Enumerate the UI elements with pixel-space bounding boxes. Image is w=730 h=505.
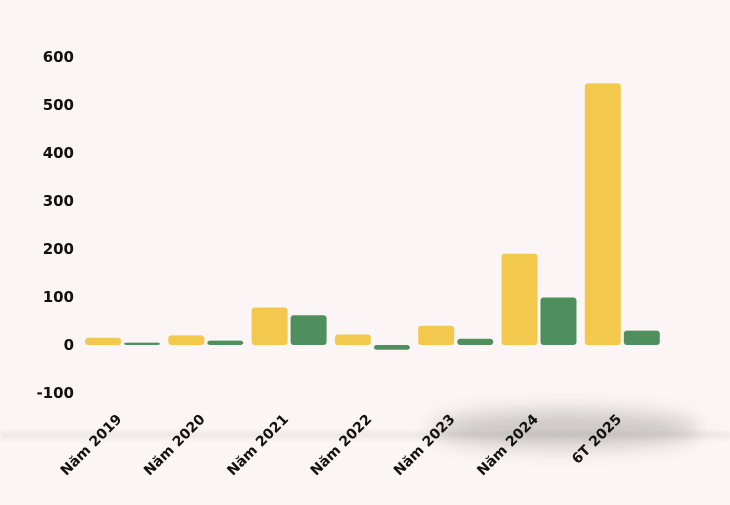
bar-secondary [124, 342, 160, 345]
bar-secondary [290, 315, 327, 345]
bar-primary [501, 253, 538, 345]
x-tick-label: 6T 2025 [569, 412, 625, 468]
bar-secondary [623, 330, 660, 345]
y-tick-label: -100 [36, 384, 74, 402]
y-tick-label: 100 [43, 288, 74, 306]
bar-secondary [540, 297, 577, 345]
bar-primary [334, 334, 371, 345]
bar-secondary [457, 338, 494, 345]
y-tick-label: 300 [43, 192, 74, 210]
y-tick-label: 200 [43, 240, 74, 258]
x-tick-label: Năm 2024 [474, 411, 542, 479]
x-tick-label: Năm 2020 [141, 411, 209, 479]
x-tick-label: Năm 2021 [224, 412, 292, 480]
x-tick-label: Năm 2023 [391, 412, 459, 480]
y-tick-label: 0 [64, 336, 74, 354]
bar-primary [584, 83, 621, 346]
y-tick-label: 600 [43, 48, 74, 66]
x-tick-label: Năm 2022 [308, 412, 376, 480]
bar-primary [251, 307, 288, 345]
y-tick-label: 500 [43, 96, 74, 114]
bar-primary [418, 325, 455, 345]
y-tick-label: 400 [43, 144, 74, 162]
x-tick-label: Năm 2019 [58, 412, 126, 480]
bar-primary [85, 337, 121, 345]
bar-secondary [373, 345, 410, 350]
bar-secondary [207, 340, 244, 345]
shadow-band [0, 432, 730, 442]
shadow-blob [430, 410, 700, 448]
bar-primary [168, 335, 205, 345]
